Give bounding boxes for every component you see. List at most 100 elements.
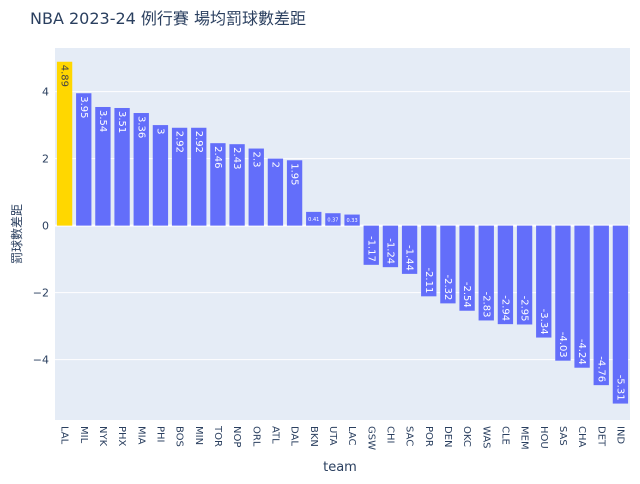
x-tick-label: CHI xyxy=(384,426,395,443)
grid-lines xyxy=(55,91,630,361)
bar-orl xyxy=(248,148,264,226)
x-tick-label: TOR xyxy=(212,425,223,447)
data-label: -1.44 xyxy=(404,245,415,271)
bar-lac xyxy=(344,214,360,226)
data-label: 3.54 xyxy=(97,110,108,132)
bar-cle xyxy=(497,225,514,325)
chart-title: NBA 2023-24 例行賽 場均罰球數差距 xyxy=(30,9,306,28)
y-axis-ticks: −4 −2 0 2 4 xyxy=(33,86,49,367)
data-label: 2.92 xyxy=(174,131,185,153)
bar-chi xyxy=(382,225,399,268)
bars xyxy=(56,61,629,404)
data-label: -2.54 xyxy=(461,282,472,308)
x-tick-label: SAS xyxy=(557,426,568,446)
x-axis-title: team xyxy=(323,460,357,475)
bar-min xyxy=(191,127,207,226)
data-label: 2 xyxy=(269,162,280,168)
bar-por xyxy=(421,225,437,297)
data-label: -4.24 xyxy=(576,339,587,365)
x-tick-label: DET xyxy=(595,426,606,447)
bar-ind xyxy=(612,225,629,404)
x-tick-label: LAC xyxy=(346,426,357,445)
data-label: -4.03 xyxy=(557,332,568,358)
data-label: 2.3 xyxy=(250,152,261,168)
bar-was xyxy=(478,225,494,321)
y-tick-label: 2 xyxy=(42,153,49,166)
x-tick-label: ORL xyxy=(250,426,261,447)
data-label: -2.11 xyxy=(423,267,434,293)
bar-dal xyxy=(286,160,303,226)
x-tick-label: UTA xyxy=(327,426,338,446)
bar-cha xyxy=(574,225,590,368)
x-tick-label: MIN xyxy=(193,426,204,445)
x-tick-label: MIL xyxy=(78,426,89,444)
data-label: -2.32 xyxy=(442,274,453,300)
bar-det xyxy=(593,225,609,386)
data-label: -4.76 xyxy=(595,356,606,382)
data-label: 3.51 xyxy=(116,111,127,133)
data-label: -5.31 xyxy=(614,375,625,401)
x-tick-label: CLE xyxy=(499,426,510,445)
y-tick-label: −2 xyxy=(33,287,49,300)
x-tick-label: DEN xyxy=(442,426,453,448)
data-label: -1.17 xyxy=(365,236,376,262)
x-tick-label: DAL xyxy=(289,426,300,446)
bar-phx xyxy=(114,107,130,226)
x-tick-label: GSW xyxy=(365,426,376,450)
bar-sac xyxy=(401,225,418,274)
bar-bos xyxy=(171,127,188,226)
data-label: -1.24 xyxy=(384,238,395,264)
data-label: -2.94 xyxy=(499,295,510,321)
x-tick-label: PHX xyxy=(116,426,127,447)
plot-background xyxy=(55,48,630,420)
x-axis-ticks: LAL MIL NYK PHX MIA PHI BOS MIN TOR NOP ORL ATL DAL B… xyxy=(59,425,626,450)
data-label: -3.34 xyxy=(538,309,549,335)
bar-uta xyxy=(325,213,341,226)
data-label: 2.46 xyxy=(212,146,223,168)
x-tick-label: IND xyxy=(614,426,625,444)
x-tick-label: BOS xyxy=(174,426,185,447)
data-label: -2.83 xyxy=(480,292,491,318)
bar-atl xyxy=(267,158,284,226)
bar-tor xyxy=(210,143,226,226)
data-label: 3 xyxy=(154,128,165,134)
x-tick-label: HOU xyxy=(538,426,549,449)
x-tick-label: POR xyxy=(423,426,434,447)
data-label: 3.95 xyxy=(78,96,89,118)
data-label: 2.92 xyxy=(193,131,204,153)
bar-nop xyxy=(229,144,245,226)
data-label: 0.41 xyxy=(308,217,319,223)
y-tick-label: −4 xyxy=(33,354,49,367)
data-label: 3.36 xyxy=(135,116,146,138)
x-tick-label: MIA xyxy=(135,426,146,445)
y-axis-title: 罰球數差距 xyxy=(10,204,24,264)
x-tick-label: MEM xyxy=(519,426,530,450)
bar-lal xyxy=(56,61,73,226)
data-label: 4.89 xyxy=(59,65,70,87)
x-tick-label: LAL xyxy=(59,426,70,445)
data-labels: 4.89 3.95 3.54 3.51 3.36 3 2.92 2.92 2.46 2.43 2.3… xyxy=(59,65,626,401)
bar-gsw xyxy=(363,225,379,265)
bar-mem xyxy=(516,225,533,325)
bar-nyk xyxy=(95,106,111,226)
x-tick-label: OKC xyxy=(461,426,472,447)
x-tick-label: WAS xyxy=(480,426,491,449)
data-label: 0.37 xyxy=(327,217,338,223)
x-tick-label: ATL xyxy=(269,426,280,444)
bar-phi xyxy=(152,125,169,226)
bar-den xyxy=(440,225,456,304)
bar-bkn xyxy=(306,211,322,226)
x-tick-label: NOP xyxy=(231,426,242,447)
data-label: -2.95 xyxy=(519,296,530,322)
data-label: 1.95 xyxy=(289,163,300,185)
bar-hou xyxy=(536,225,552,338)
bar-sas xyxy=(555,225,571,361)
x-tick-label: BKN xyxy=(308,426,319,447)
x-tick-label: SAC xyxy=(404,426,415,446)
y-tick-label: 4 xyxy=(42,86,49,99)
bar-mil xyxy=(76,93,92,226)
y-tick-label: 0 xyxy=(42,220,49,233)
x-tick-label: CHA xyxy=(576,426,587,448)
